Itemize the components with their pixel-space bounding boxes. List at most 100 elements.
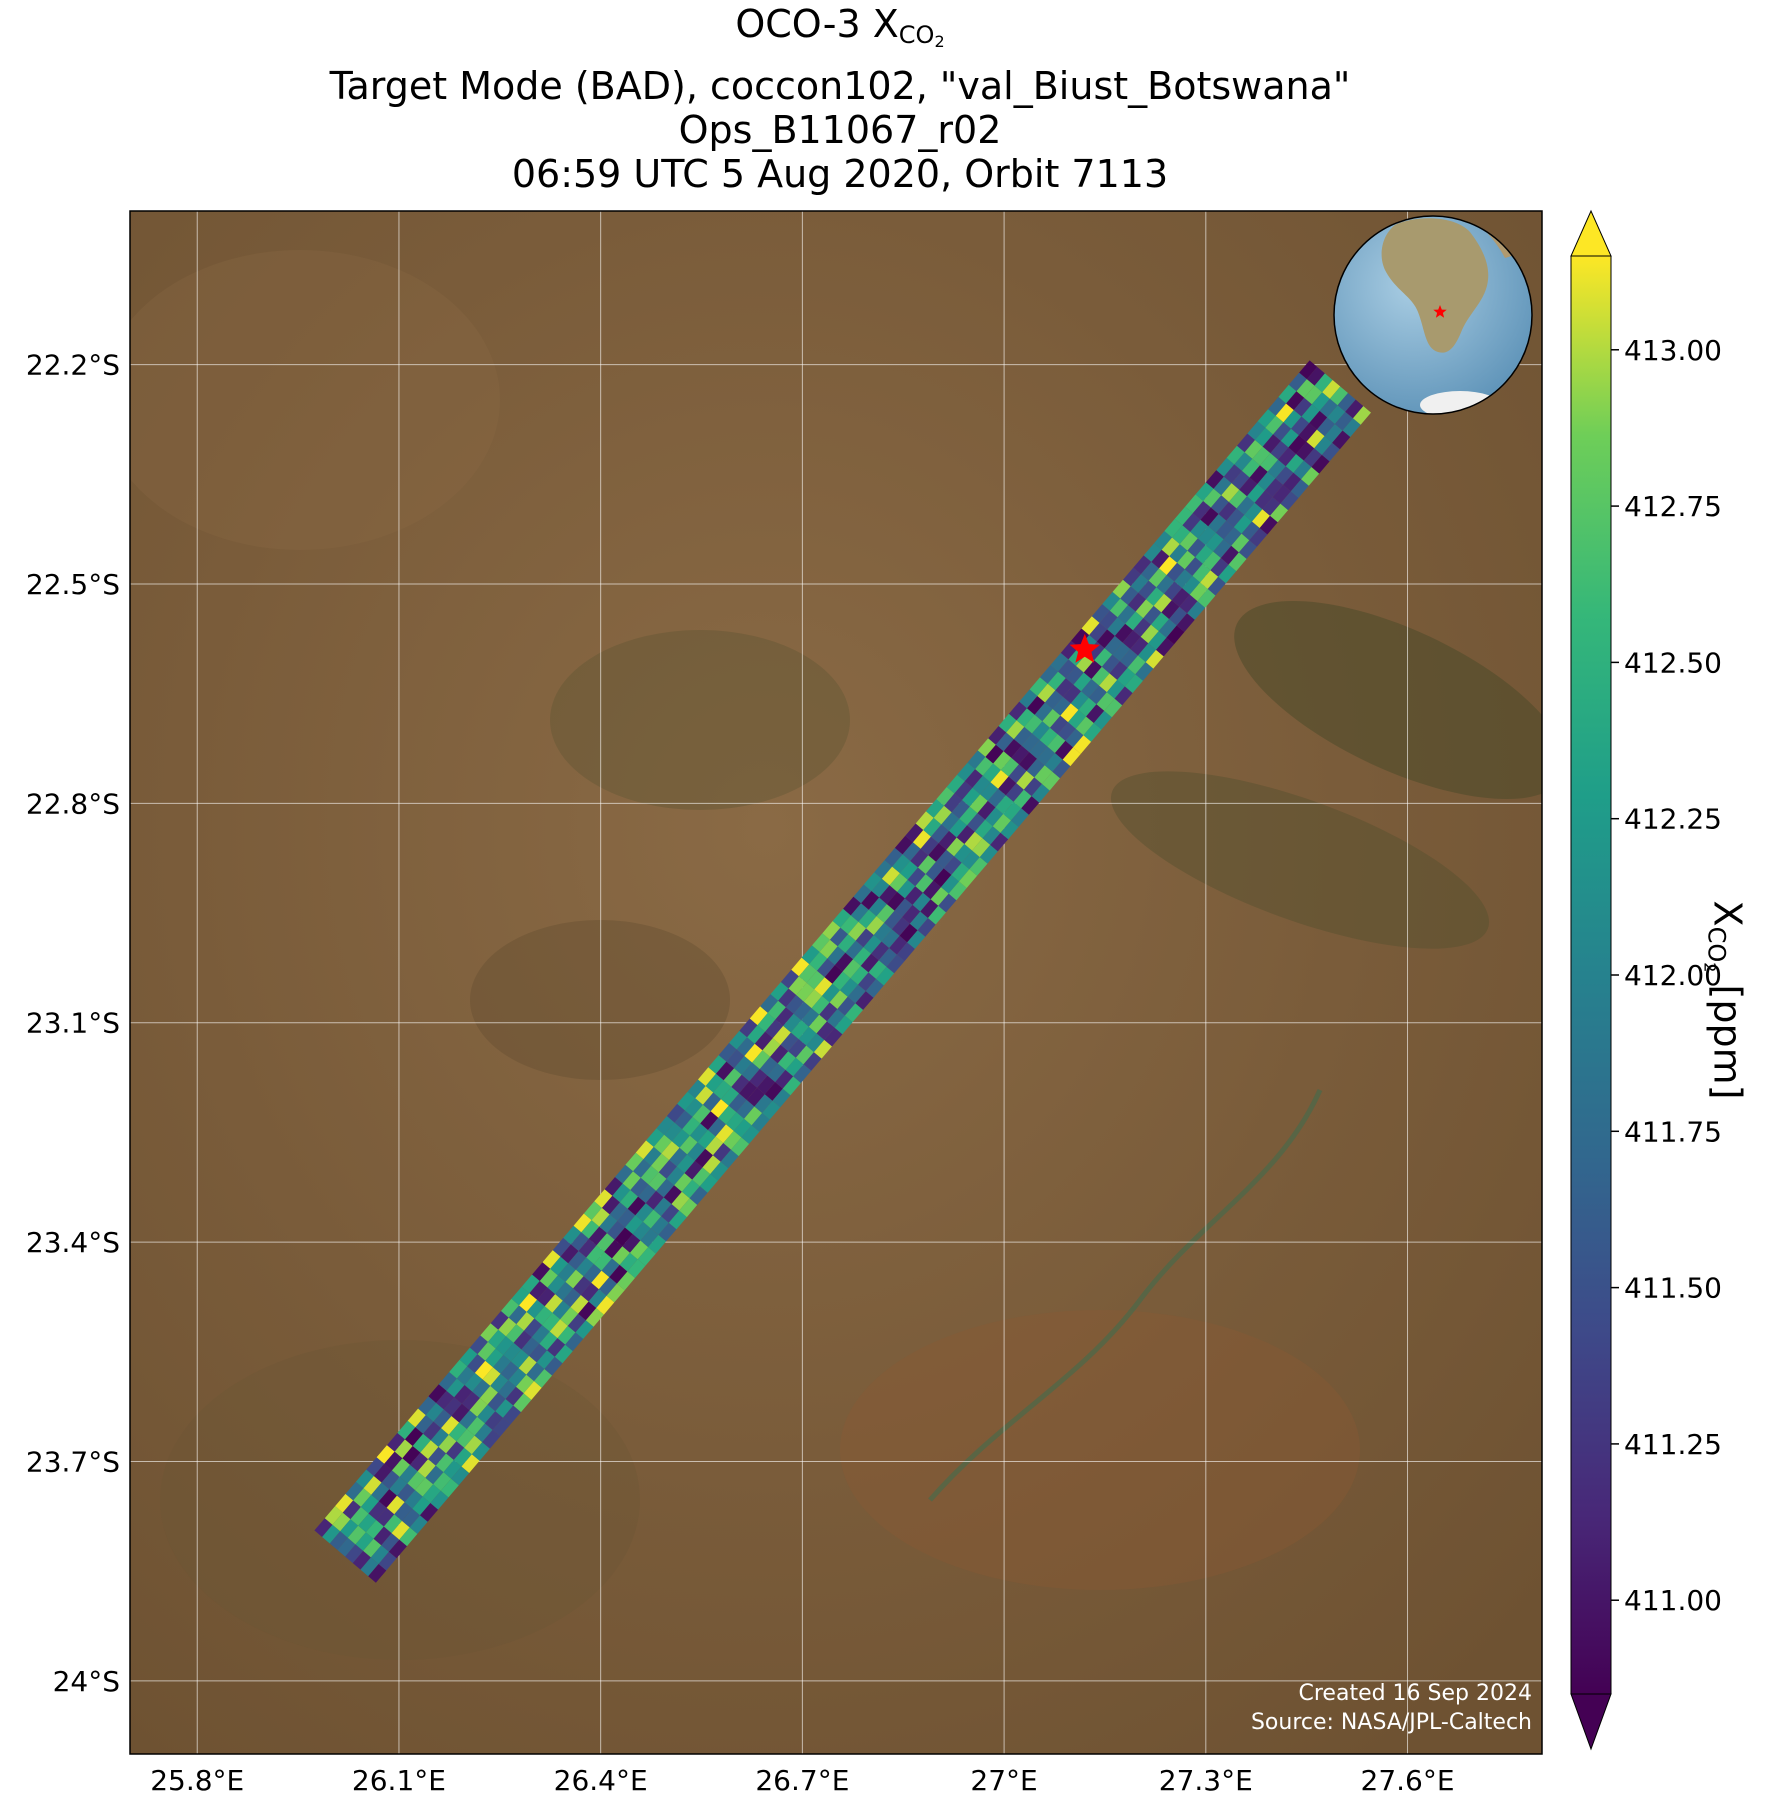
xco2-swath: [314, 360, 1371, 1583]
sounding-pixel: [747, 1025, 766, 1044]
sounding-pixel: [397, 1420, 416, 1440]
sounding-pixel: [793, 1001, 812, 1021]
sounding-pixel: [554, 1344, 573, 1364]
sounding-pixel: [438, 1372, 457, 1391]
sounding-pixel: [547, 1275, 566, 1295]
sounding-pixel: [1329, 386, 1348, 406]
sounding-pixel: [480, 1323, 499, 1342]
sounding-pixel: [567, 1313, 586, 1333]
sounding-pixel: [557, 1263, 576, 1282]
sounding-pixel: [726, 1049, 745, 1069]
sounding-pixel: [635, 1203, 654, 1222]
sounding-pixel: [962, 787, 981, 807]
sounding-pixel: [998, 776, 1017, 796]
sounding-pixel: [767, 1000, 786, 1020]
sounding-pixel: [477, 1341, 496, 1361]
sounding-pixel: [845, 940, 864, 960]
title-line4: 06:59 UTC 5 Aug 2020, Orbit 7113: [511, 152, 1169, 196]
sounding-pixel: [775, 1007, 794, 1026]
sounding-pixel: [441, 1416, 460, 1435]
sounding-pixel: [721, 1086, 740, 1106]
y-tick-label: 23.7°S: [26, 1445, 120, 1478]
sounding-pixel: [985, 744, 1004, 764]
terrain-texture: [130, 250, 1542, 1660]
sounding-pixel: [708, 1117, 726, 1137]
sounding-pixel: [879, 885, 898, 905]
sounding-pixel: [938, 893, 957, 913]
sounding-pixel: [1247, 484, 1265, 503]
sounding-pixel: [931, 824, 950, 844]
sounding-pixel: [526, 1299, 545, 1319]
sounding-pixel: [392, 1458, 410, 1477]
sounding-pixel: [987, 788, 1006, 808]
sounding-pixel: [739, 1081, 758, 1100]
sounding-pixel: [798, 1026, 817, 1046]
sounding-pixel: [1223, 464, 1242, 484]
sounding-pixel: [780, 1032, 799, 1052]
sounding-pixel: [1197, 526, 1216, 545]
sounding-pixel: [490, 1311, 509, 1330]
sounding-pixel: [1207, 576, 1226, 596]
sounding-pixel: [371, 1482, 390, 1502]
sounding-pixel: [591, 1270, 610, 1290]
sounding-pixel: [412, 1433, 431, 1453]
sounding-pixel: [964, 831, 983, 851]
sounding-pixel: [555, 1281, 574, 1301]
sounding-pixel: [791, 957, 810, 977]
sounding-pixel: [1306, 429, 1325, 449]
sounding-pixel: [435, 1453, 454, 1473]
sounding-pixel: [1055, 678, 1074, 697]
sounding-pixel: [498, 1380, 516, 1399]
sounding-pixel: [505, 1386, 524, 1406]
sounding-pixel: [1314, 436, 1333, 455]
sounding-pixel: [1109, 598, 1128, 618]
sounding-pixel: [1182, 513, 1201, 532]
sounding-pixel: [684, 1098, 703, 1117]
sounding-pixel: [891, 917, 910, 936]
sounding-pixel: [487, 1392, 506, 1412]
sounding-pixel: [708, 1055, 727, 1074]
map-frame: [129, 210, 1543, 1755]
sounding-pixel: [537, 1287, 556, 1307]
sounding-pixel: [1203, 488, 1222, 508]
sounding-pixel: [674, 1173, 693, 1192]
sounding-pixel: [638, 1184, 657, 1204]
sounding-pixel: [855, 928, 874, 948]
sounding-pixel: [988, 726, 1007, 745]
sounding-pixel: [1179, 594, 1198, 614]
x-tick-label: 26.7°E: [755, 1764, 849, 1797]
sounding-pixel: [809, 951, 828, 971]
sounding-pixel: [1026, 758, 1045, 778]
sounding-pixel: [793, 1064, 812, 1083]
sounding-pixel: [876, 966, 895, 986]
sounding-pixel: [886, 891, 905, 911]
sounding-pixel: [1337, 393, 1356, 412]
sounding-pixel: [386, 1495, 405, 1515]
sounding-pixel: [928, 843, 947, 862]
sounding-pixel: [715, 1124, 734, 1143]
sounding-pixel: [360, 1494, 379, 1514]
map-area[interactable]: [100, 211, 1593, 1754]
sounding-pixel: [643, 1146, 662, 1166]
sounding-pixel: [669, 1147, 688, 1167]
sounding-pixel: [588, 1226, 607, 1246]
sounding-pixel: [459, 1347, 478, 1367]
colorbar-tick-label: 412.50: [1624, 646, 1722, 679]
sounding-pixel: [593, 1251, 612, 1271]
sounding-pixel: [1107, 617, 1126, 636]
sounding-pixel: [778, 988, 797, 1008]
sounding-pixel: [1070, 691, 1089, 710]
sounding-pixel: [1021, 796, 1040, 815]
sounding-pixel: [1106, 679, 1125, 699]
sounding-pixel: [832, 971, 851, 991]
sounding-pixel: [1052, 696, 1071, 716]
sounding-pixel: [1314, 373, 1333, 393]
sounding-pixel: [808, 1014, 827, 1034]
sounding-pixel: [1125, 611, 1144, 631]
sounding-pixel: [959, 806, 978, 826]
sounding-pixel: [384, 1451, 403, 1471]
target-site-star: [1069, 633, 1100, 663]
sounding-pixel: [620, 1190, 639, 1209]
sounding-pixel: [783, 1013, 802, 1033]
